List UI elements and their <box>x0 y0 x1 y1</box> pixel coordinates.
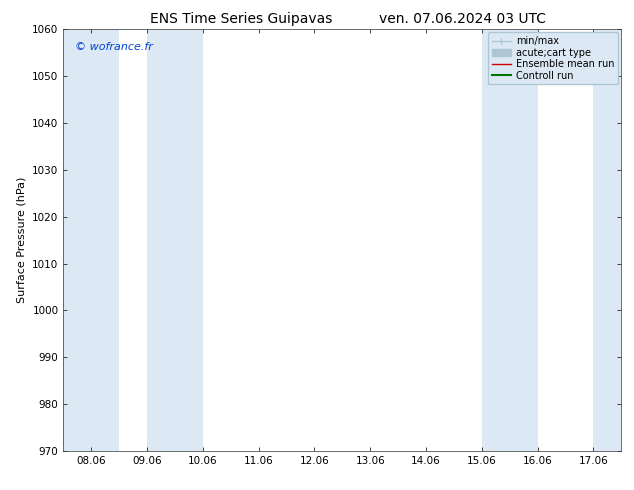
Text: ven. 07.06.2024 03 UTC: ven. 07.06.2024 03 UTC <box>379 12 547 26</box>
Text: © wofrance.fr: © wofrance.fr <box>75 42 152 52</box>
Bar <box>593 29 621 451</box>
Text: ENS Time Series Guipavas: ENS Time Series Guipavas <box>150 12 332 26</box>
Bar <box>147 29 203 451</box>
Y-axis label: Surface Pressure (hPa): Surface Pressure (hPa) <box>16 177 27 303</box>
Bar <box>482 29 538 451</box>
Legend: min/max, acute;cart type, Ensemble mean run, Controll run: min/max, acute;cart type, Ensemble mean … <box>488 32 618 84</box>
Bar <box>63 29 119 451</box>
